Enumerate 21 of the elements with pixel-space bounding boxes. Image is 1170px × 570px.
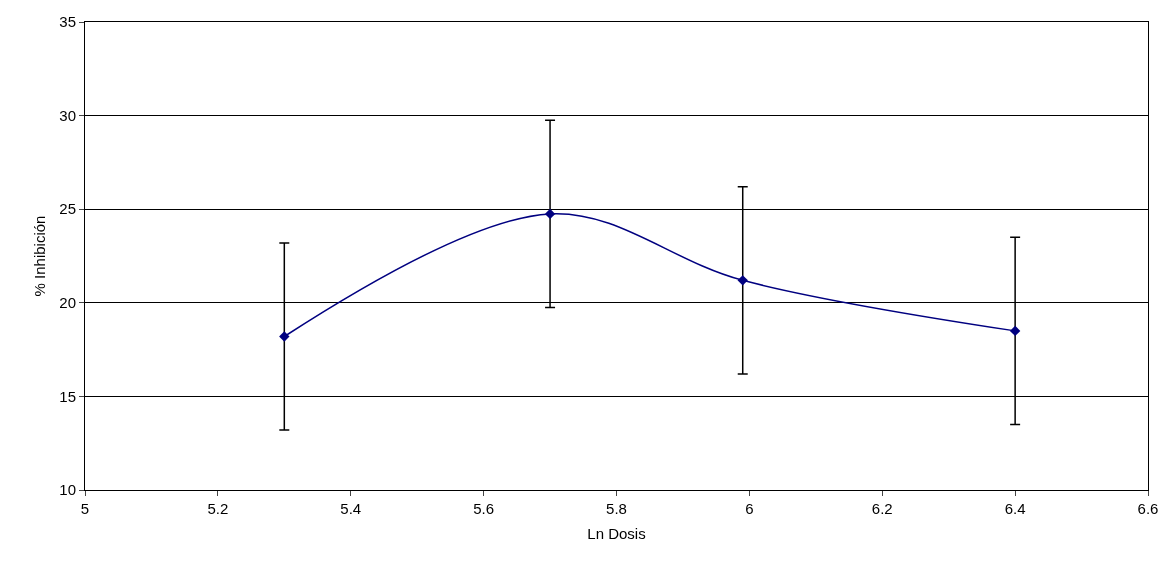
point bbox=[737, 275, 748, 286]
y-tick-label: 30 bbox=[59, 106, 76, 124]
y-tick-label: 15 bbox=[59, 387, 76, 405]
point bbox=[279, 331, 290, 342]
point bbox=[1009, 325, 1021, 337]
point bbox=[544, 208, 556, 220]
x-tick-label: 5 bbox=[80, 500, 90, 517]
x-tick-label: 5.4 bbox=[340, 500, 362, 517]
y-axis-title: % Inhibición bbox=[30, 215, 48, 297]
x-tick-label: 6.4 bbox=[1004, 500, 1026, 517]
y-tick-label: 35 bbox=[59, 13, 76, 31]
x-tick-label: 5.2 bbox=[207, 500, 229, 517]
x-tick-label: 6.6 bbox=[1137, 500, 1159, 517]
x-tick-label: 6.2 bbox=[871, 500, 893, 517]
x-tick-label: 6 bbox=[745, 500, 754, 517]
x-tick-label: 5.8 bbox=[606, 500, 627, 517]
y-tick-label: 25 bbox=[59, 200, 76, 218]
x-axis-title: Ln Dosis bbox=[587, 525, 646, 542]
y-tick-label: 20 bbox=[59, 294, 76, 312]
y-tick-label: 10 bbox=[59, 481, 76, 499]
x-tick-label: 5.6 bbox=[473, 500, 495, 517]
